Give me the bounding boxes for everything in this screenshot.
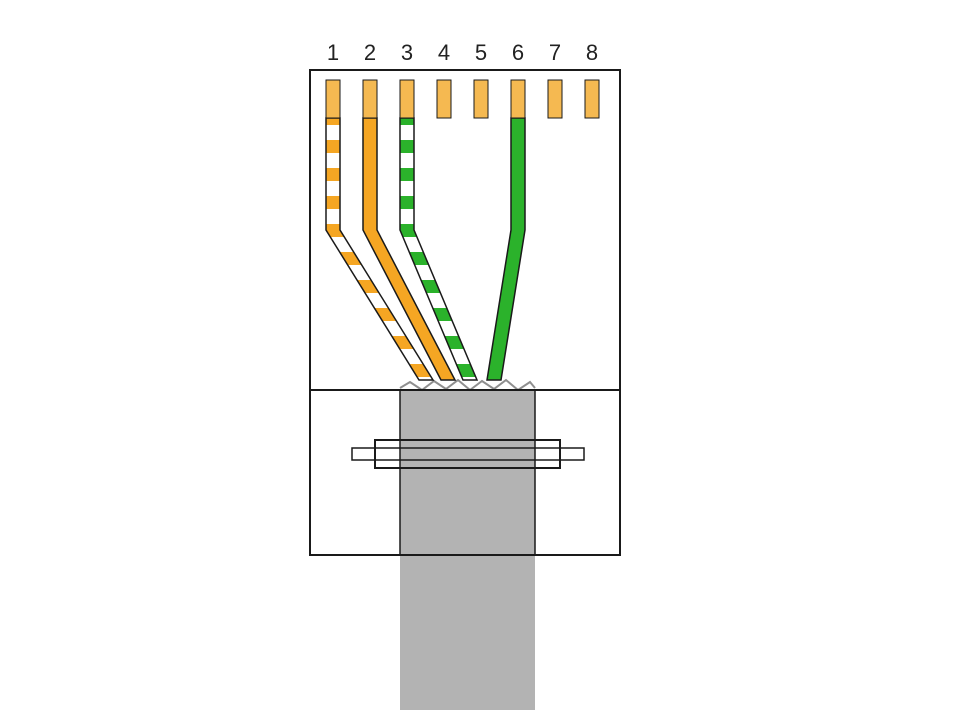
cable-jacket [400, 390, 535, 710]
pin-label-5: 5 [475, 40, 487, 65]
pin-label-3: 3 [401, 40, 413, 65]
pin-label-8: 8 [586, 40, 598, 65]
pin-label-2: 2 [364, 40, 376, 65]
pin-contact-2 [363, 80, 377, 118]
pin-contact-6 [511, 80, 525, 118]
pin-label-7: 7 [549, 40, 561, 65]
pin-contact-8 [585, 80, 599, 118]
pin-label-4: 4 [438, 40, 450, 65]
rj45-diagram: 12345678 [0, 0, 960, 720]
diagram-stage: 12345678 [0, 0, 960, 720]
pin-label-6: 6 [512, 40, 524, 65]
pin-contact-3 [400, 80, 414, 118]
pin-contact-5 [474, 80, 488, 118]
pin-contact-7 [548, 80, 562, 118]
pin-contact-1 [326, 80, 340, 118]
pin-contact-4 [437, 80, 451, 118]
pin-label-1: 1 [327, 40, 339, 65]
